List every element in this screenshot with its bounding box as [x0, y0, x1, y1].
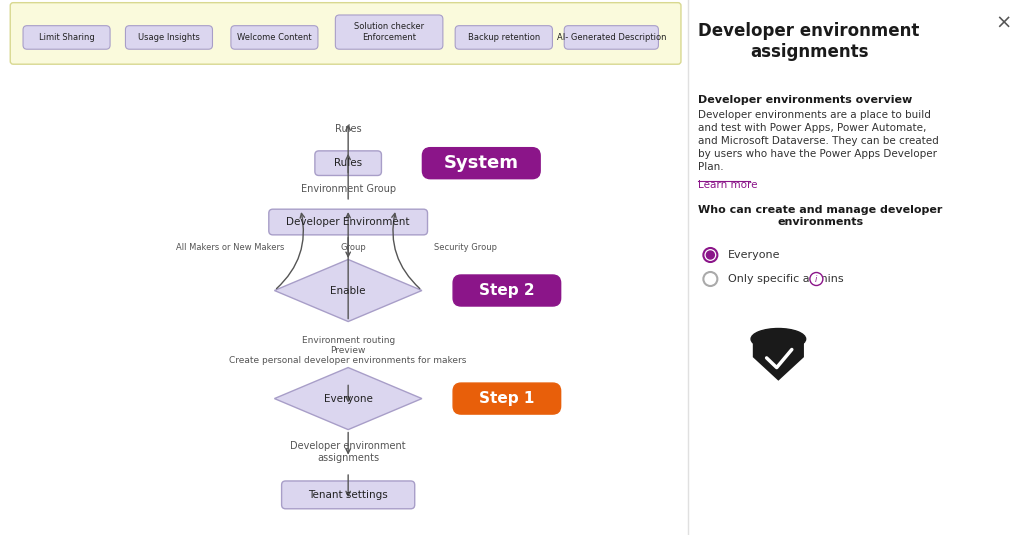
Text: Rules: Rules — [334, 158, 362, 168]
Polygon shape — [751, 339, 806, 383]
FancyBboxPatch shape — [282, 481, 415, 509]
Text: Plan.: Plan. — [698, 162, 724, 172]
Text: Developer environment
assignments: Developer environment assignments — [698, 22, 920, 61]
Text: System: System — [443, 154, 519, 172]
Text: Group: Group — [340, 243, 367, 252]
Polygon shape — [274, 368, 422, 430]
Text: Environment routing
Preview
Create personal developer environments for makers: Environment routing Preview Create perso… — [229, 335, 467, 365]
Text: AI- Generated Description: AI- Generated Description — [557, 33, 666, 42]
Text: Environment Group: Environment Group — [301, 184, 395, 194]
FancyBboxPatch shape — [336, 15, 442, 49]
Ellipse shape — [810, 272, 823, 286]
Text: Rules: Rules — [335, 125, 361, 134]
FancyBboxPatch shape — [453, 275, 561, 306]
Ellipse shape — [707, 251, 715, 259]
Text: by users who have the Power Apps Developer: by users who have the Power Apps Develop… — [698, 149, 937, 159]
Polygon shape — [274, 259, 422, 322]
FancyBboxPatch shape — [453, 383, 561, 414]
Text: Developer Environment: Developer Environment — [287, 217, 410, 227]
Text: ×: × — [995, 14, 1012, 33]
Text: Security Group: Security Group — [434, 243, 498, 252]
Text: Enable: Enable — [331, 286, 366, 295]
FancyBboxPatch shape — [422, 148, 541, 179]
Text: Developer environments overview: Developer environments overview — [698, 95, 912, 105]
Text: Tenant settings: Tenant settings — [308, 490, 388, 500]
Text: Learn more: Learn more — [698, 180, 758, 190]
Text: Usage Insights: Usage Insights — [138, 33, 200, 42]
Text: Everyone: Everyone — [728, 250, 781, 260]
Text: i: i — [815, 274, 817, 284]
FancyBboxPatch shape — [23, 26, 111, 49]
Text: Backup retention: Backup retention — [468, 33, 540, 42]
Ellipse shape — [751, 328, 806, 349]
Text: and test with Power Apps, Power Automate,: and test with Power Apps, Power Automate… — [698, 123, 927, 133]
Text: Developer environments are a place to build: Developer environments are a place to bu… — [698, 110, 931, 120]
Text: Welcome Content: Welcome Content — [238, 33, 311, 42]
Text: Step 2: Step 2 — [479, 283, 535, 298]
Text: and Microsoft Dataverse. They can be created: and Microsoft Dataverse. They can be cre… — [698, 136, 939, 146]
FancyBboxPatch shape — [315, 151, 381, 175]
Text: Everyone: Everyone — [324, 394, 373, 403]
FancyBboxPatch shape — [10, 3, 681, 64]
Text: Developer environment
assignments: Developer environment assignments — [291, 441, 406, 463]
Text: Solution checker
Enforcement: Solution checker Enforcement — [354, 22, 424, 42]
Text: All Makers or New Makers: All Makers or New Makers — [176, 243, 285, 252]
Text: Who can create and manage developer
environments: Who can create and manage developer envi… — [698, 205, 943, 227]
Ellipse shape — [703, 272, 718, 286]
FancyBboxPatch shape — [564, 26, 658, 49]
FancyBboxPatch shape — [125, 26, 213, 49]
Text: Step 1: Step 1 — [479, 391, 535, 406]
FancyBboxPatch shape — [231, 26, 317, 49]
Ellipse shape — [703, 248, 718, 262]
Text: Only specific admins: Only specific admins — [728, 274, 844, 284]
FancyBboxPatch shape — [268, 209, 428, 235]
FancyBboxPatch shape — [455, 26, 553, 49]
Text: Limit Sharing: Limit Sharing — [39, 33, 94, 42]
